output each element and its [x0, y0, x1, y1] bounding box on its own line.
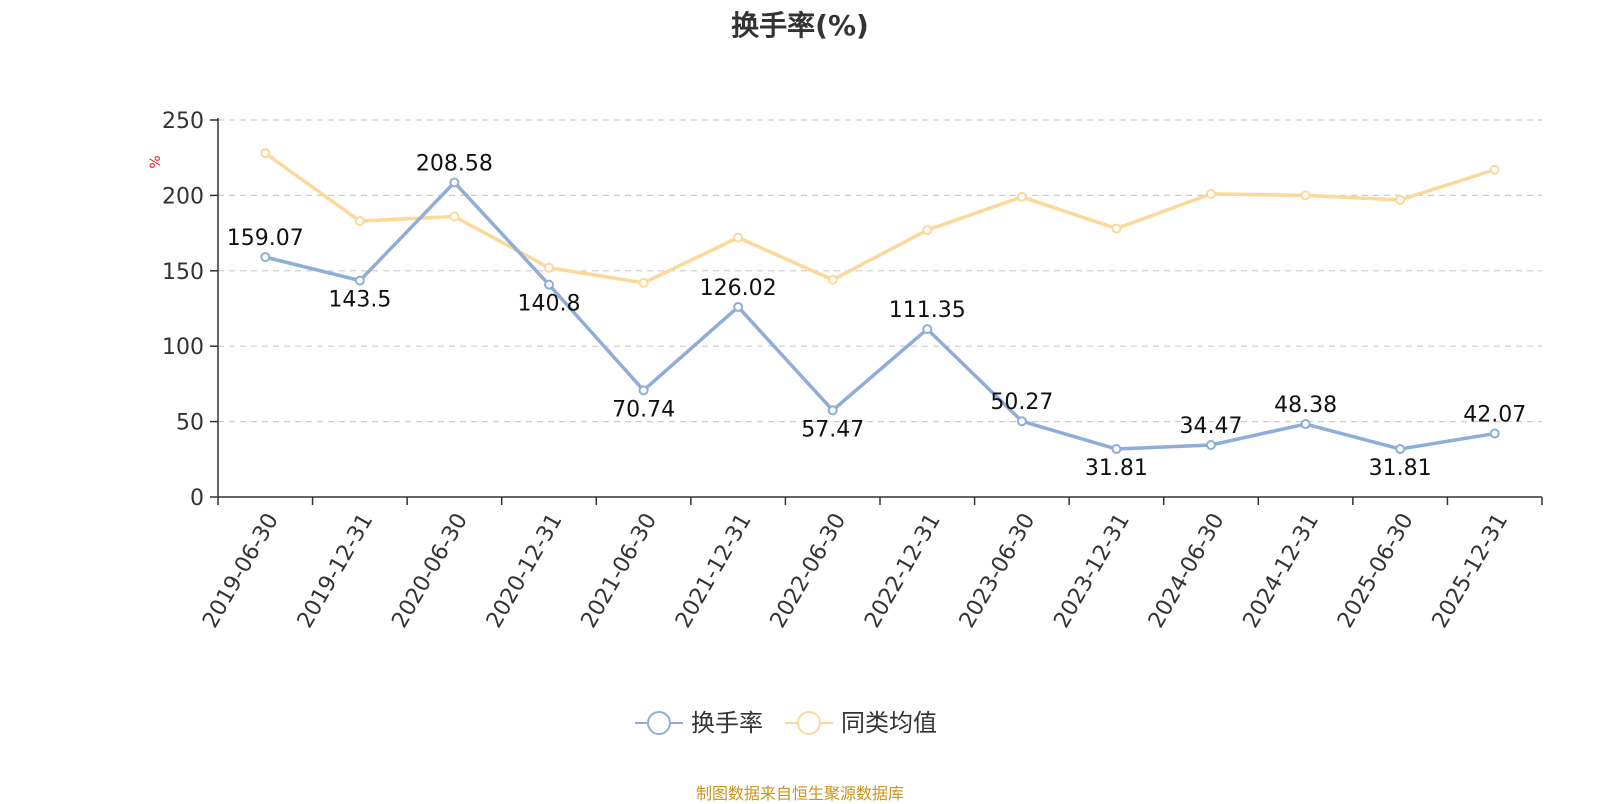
- data-label: 34.47: [1180, 414, 1243, 439]
- x-tick-label: 2022-06-30: [766, 509, 852, 632]
- chart-title: 换手率(%): [731, 9, 869, 42]
- data-label: 31.81: [1085, 456, 1148, 481]
- series-1-point: [1111, 223, 1122, 234]
- series-lines: [260, 148, 1500, 455]
- data-label: 48.38: [1274, 393, 1337, 418]
- legend-label-0: 换手率: [691, 709, 763, 737]
- y-tick-label: 0: [190, 486, 204, 511]
- x-tick-label: 2019-06-30: [198, 509, 284, 632]
- series-1-point: [1206, 188, 1216, 199]
- x-tick-label: 2025-06-30: [1333, 509, 1419, 632]
- series-0-point: [544, 279, 554, 290]
- legend: 换手率 同类均值: [635, 709, 937, 737]
- data-label: 140.8: [518, 292, 581, 317]
- series-1-point: [733, 232, 744, 243]
- data-label: 126.02: [700, 276, 777, 301]
- series-0-point: [1489, 428, 1500, 439]
- data-label: 111.35: [889, 298, 966, 323]
- x-tick-labels: 2019-06-30 2019-12-31 2020-06-30 2020-12-31…: [198, 509, 1513, 632]
- data-label: 159.07: [227, 226, 304, 251]
- x-tick-label: 2020-12-31: [482, 509, 568, 632]
- series-0-point: [260, 252, 271, 263]
- legend-label-1: 同类均值: [841, 709, 937, 737]
- y-tick-label: 50: [176, 411, 204, 436]
- data-label: 42.07: [1463, 403, 1526, 428]
- data-label: 31.81: [1369, 456, 1432, 481]
- data-label: 57.47: [801, 417, 864, 442]
- x-tick-label: 2023-06-30: [955, 509, 1041, 632]
- x-tick-label: 2020-06-30: [387, 509, 473, 632]
- series-1-point: [638, 277, 649, 288]
- series-0-point: [354, 275, 365, 286]
- series-0-point: [1016, 416, 1027, 427]
- legend-marker: [797, 711, 821, 735]
- series-0-point: [1300, 419, 1311, 430]
- x-tick-label: 2024-06-30: [1144, 509, 1230, 632]
- series-1-point: [1395, 194, 1406, 205]
- series-0-point: [449, 177, 460, 188]
- data-label: 208.58: [416, 151, 493, 176]
- series-0-point: [827, 405, 838, 416]
- series-1-point: [544, 262, 554, 273]
- grid-lines: [218, 119, 1542, 423]
- series-line-1: [264, 151, 1496, 285]
- source-note: 制图数据来自恒生聚源数据库: [695, 784, 904, 803]
- series-1-point: [260, 148, 271, 159]
- x-tick-label: 2024-12-31: [1239, 509, 1325, 632]
- legend-marker: [647, 711, 671, 735]
- series-0-point: [1395, 444, 1406, 455]
- data-label: 50.27: [990, 390, 1053, 415]
- x-tick-label: 2022-12-31: [860, 509, 946, 632]
- y-tick-label: 150: [162, 260, 204, 285]
- y-tick-label: 100: [162, 335, 204, 360]
- y-axis-label: %: [148, 155, 164, 168]
- data-label: 70.74: [612, 397, 675, 422]
- series-1-point: [922, 225, 933, 236]
- x-tick-label: 2025-12-31: [1428, 509, 1514, 632]
- series-0-point: [922, 324, 933, 335]
- axes: %: [148, 118, 1543, 505]
- y-tick-labels: 0 50 100 150 200 250: [162, 109, 204, 511]
- series-0-point: [1206, 440, 1216, 451]
- series-1-point: [1300, 190, 1311, 201]
- x-tick-label: 2019-12-31: [293, 509, 379, 632]
- y-tick-label: 200: [162, 184, 204, 209]
- series-0-point: [1111, 444, 1122, 455]
- y-tick-label: 250: [162, 109, 204, 134]
- series-1-point: [449, 211, 460, 222]
- series-1-point: [1016, 191, 1027, 202]
- x-tick-label: 2023-12-31: [1049, 509, 1135, 632]
- series-0-point: [638, 385, 649, 396]
- series-1-point: [354, 216, 365, 227]
- series-1-point: [1489, 164, 1500, 175]
- series-0-point: [733, 301, 744, 312]
- data-labels: 159.07 143.5 208.58 140.8 70.74 126.02 57.47 11…: [227, 151, 1526, 481]
- x-tick-label: 2021-06-30: [577, 509, 663, 632]
- data-label: 143.5: [328, 288, 391, 313]
- series-1-point: [827, 274, 838, 285]
- series-line-0: [264, 180, 1495, 451]
- x-tick-label: 2021-12-31: [671, 509, 757, 632]
